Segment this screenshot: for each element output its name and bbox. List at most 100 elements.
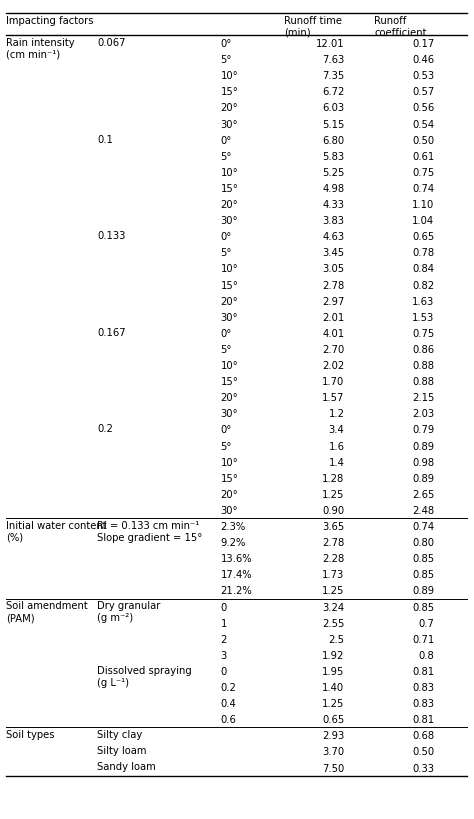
Text: 1.57: 1.57 — [322, 393, 345, 403]
Text: 0.54: 0.54 — [412, 120, 435, 129]
Text: 7.63: 7.63 — [322, 55, 345, 65]
Text: 1.4: 1.4 — [328, 457, 345, 467]
Text: 7.50: 7.50 — [322, 762, 345, 772]
Text: 0.1: 0.1 — [97, 134, 113, 144]
Text: 0°: 0° — [220, 425, 232, 435]
Text: 2.3%: 2.3% — [220, 522, 246, 532]
Text: 0.81: 0.81 — [412, 666, 435, 676]
Text: 0°: 0° — [220, 39, 232, 49]
Text: 0.46: 0.46 — [412, 55, 435, 65]
Text: 3.05: 3.05 — [322, 264, 345, 274]
Text: 2.65: 2.65 — [412, 489, 435, 500]
Text: 0.74: 0.74 — [412, 183, 435, 194]
Text: 0.53: 0.53 — [412, 71, 435, 81]
Text: 0.78: 0.78 — [412, 248, 435, 258]
Text: 3.4: 3.4 — [328, 425, 345, 435]
Text: 0: 0 — [220, 602, 227, 612]
Text: 1.53: 1.53 — [412, 312, 435, 323]
Text: Soil amendment
(PAM): Soil amendment (PAM) — [6, 601, 87, 622]
Text: 1.92: 1.92 — [322, 650, 345, 660]
Text: Sandy loam: Sandy loam — [97, 762, 156, 771]
Text: 20°: 20° — [220, 489, 238, 500]
Text: 0.65: 0.65 — [322, 714, 345, 724]
Text: 2: 2 — [220, 634, 227, 644]
Text: 20°: 20° — [220, 103, 238, 113]
Text: 10°: 10° — [220, 360, 238, 370]
Text: 0.067: 0.067 — [97, 38, 126, 48]
Text: 0.71: 0.71 — [412, 634, 435, 644]
Text: 30°: 30° — [220, 312, 238, 323]
Text: 0.84: 0.84 — [412, 264, 435, 274]
Text: 4.98: 4.98 — [322, 183, 345, 194]
Text: 0.50: 0.50 — [412, 135, 435, 146]
Text: 2.78: 2.78 — [322, 280, 345, 290]
Text: 0.81: 0.81 — [412, 714, 435, 724]
Text: 1.6: 1.6 — [328, 441, 345, 451]
Text: 0.85: 0.85 — [412, 570, 435, 580]
Text: 0.50: 0.50 — [412, 747, 435, 757]
Text: 0.2: 0.2 — [97, 424, 113, 434]
Text: 0.79: 0.79 — [412, 425, 435, 435]
Text: 15°: 15° — [220, 280, 238, 290]
Text: 5.25: 5.25 — [322, 168, 345, 178]
Text: 0.75: 0.75 — [412, 328, 435, 338]
Text: 1.28: 1.28 — [322, 473, 345, 483]
Text: 0.82: 0.82 — [412, 280, 435, 290]
Text: 5°: 5° — [220, 248, 232, 258]
Text: 0.86: 0.86 — [412, 345, 435, 355]
Text: 1.40: 1.40 — [322, 682, 345, 692]
Text: Silty clay: Silty clay — [97, 730, 142, 740]
Text: 0.89: 0.89 — [412, 473, 435, 483]
Text: 0.17: 0.17 — [412, 39, 435, 49]
Text: 2.93: 2.93 — [322, 731, 345, 740]
Text: 0.33: 0.33 — [412, 762, 435, 772]
Text: 20°: 20° — [220, 393, 238, 403]
Text: 0.88: 0.88 — [412, 360, 435, 370]
Text: 30°: 30° — [220, 409, 238, 419]
Text: 4.63: 4.63 — [322, 232, 345, 242]
Text: 1.04: 1.04 — [412, 216, 435, 226]
Text: 30°: 30° — [220, 120, 238, 129]
Text: 0.57: 0.57 — [412, 88, 435, 97]
Text: Initial water content
(%): Initial water content (%) — [6, 520, 106, 542]
Text: 5.83: 5.83 — [322, 152, 345, 161]
Text: 0.6: 0.6 — [220, 714, 236, 724]
Text: Impacting factors: Impacting factors — [6, 16, 93, 26]
Text: 15°: 15° — [220, 473, 238, 483]
Text: 6.72: 6.72 — [322, 88, 345, 97]
Text: Runoff
coefficient: Runoff coefficient — [374, 16, 427, 38]
Text: 0.65: 0.65 — [412, 232, 435, 242]
Text: 1.63: 1.63 — [412, 296, 435, 306]
Text: 5°: 5° — [220, 345, 232, 355]
Text: 3.65: 3.65 — [322, 522, 345, 532]
Text: 1.25: 1.25 — [322, 586, 345, 595]
Text: 15°: 15° — [220, 377, 238, 387]
Text: 1.25: 1.25 — [322, 489, 345, 500]
Text: 15°: 15° — [220, 88, 238, 97]
Text: 1.70: 1.70 — [322, 377, 345, 387]
Text: 0.83: 0.83 — [412, 682, 435, 692]
Text: 1: 1 — [220, 618, 227, 628]
Text: 2.28: 2.28 — [322, 554, 345, 563]
Text: 1.10: 1.10 — [412, 200, 435, 210]
Text: Soil types: Soil types — [6, 730, 54, 740]
Text: 6.03: 6.03 — [322, 103, 345, 113]
Text: 20°: 20° — [220, 296, 238, 306]
Text: 1.95: 1.95 — [322, 666, 345, 676]
Text: 0.75: 0.75 — [412, 168, 435, 178]
Text: 5°: 5° — [220, 55, 232, 65]
Text: 10°: 10° — [220, 71, 238, 81]
Text: 5°: 5° — [220, 441, 232, 451]
Text: 0.68: 0.68 — [412, 731, 435, 740]
Text: 0.56: 0.56 — [412, 103, 435, 113]
Text: 6.80: 6.80 — [322, 135, 345, 146]
Text: 3.24: 3.24 — [322, 602, 345, 612]
Text: 0.90: 0.90 — [322, 505, 345, 515]
Text: 0.7: 0.7 — [419, 618, 435, 628]
Text: 0: 0 — [220, 666, 227, 676]
Text: 1.25: 1.25 — [322, 699, 345, 708]
Text: 0.88: 0.88 — [412, 377, 435, 387]
Text: 0.85: 0.85 — [412, 554, 435, 563]
Text: 3.45: 3.45 — [322, 248, 345, 258]
Text: Rain intensity
(cm min⁻¹): Rain intensity (cm min⁻¹) — [6, 38, 74, 60]
